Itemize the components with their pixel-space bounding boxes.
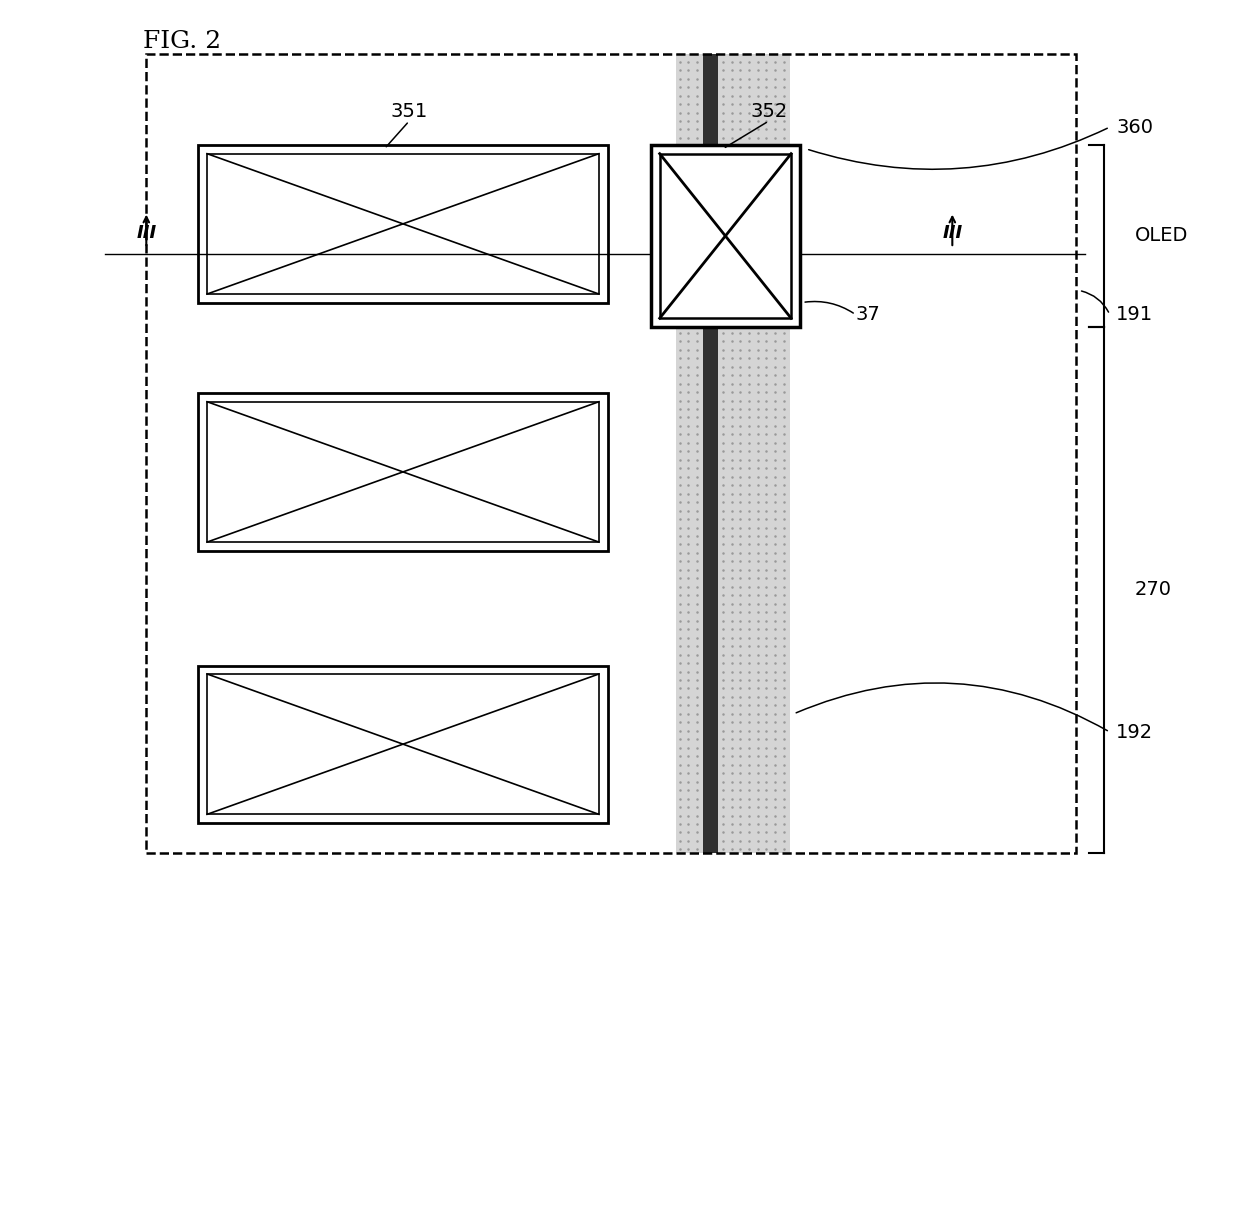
Bar: [703, 54, 718, 853]
Text: FIG. 2: FIG. 2: [143, 30, 221, 53]
Bar: [207, 402, 599, 542]
Text: 270: 270: [1135, 581, 1172, 599]
Bar: [676, 54, 790, 853]
Bar: [146, 54, 1076, 853]
Text: 191: 191: [1116, 305, 1153, 324]
Bar: [198, 666, 608, 823]
Text: 192: 192: [1116, 722, 1153, 742]
Text: 351: 351: [391, 102, 428, 121]
Text: III: III: [942, 224, 962, 242]
Bar: [651, 145, 800, 327]
Text: 37: 37: [856, 305, 880, 324]
Bar: [660, 154, 791, 318]
Bar: [198, 145, 608, 302]
Text: OLED: OLED: [1135, 226, 1188, 246]
Text: 360: 360: [1116, 117, 1153, 137]
Bar: [198, 393, 608, 551]
Text: III: III: [136, 224, 156, 242]
Text: 352: 352: [750, 102, 787, 121]
Bar: [207, 674, 599, 814]
Bar: [207, 154, 599, 294]
